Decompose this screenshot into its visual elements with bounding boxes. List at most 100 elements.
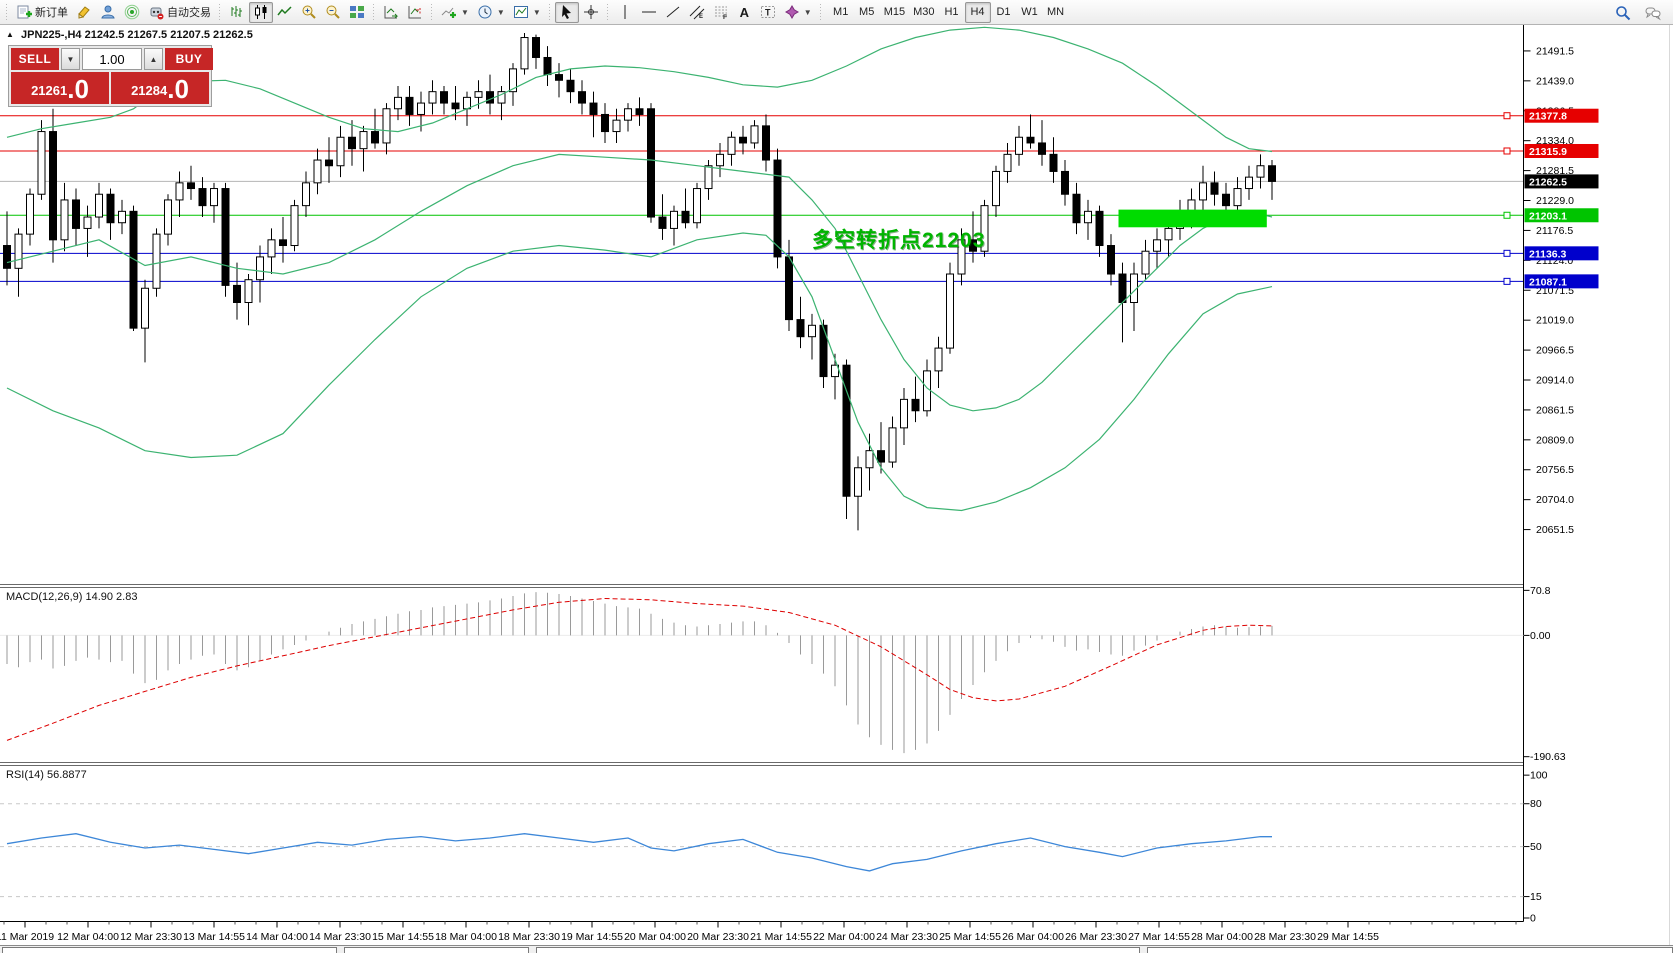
hline-handle[interactable] — [1503, 211, 1511, 219]
timeframe-m1-button[interactable]: M1 — [828, 2, 854, 23]
crosshair-button[interactable] — [579, 2, 603, 23]
zoom-in-button[interactable] — [297, 2, 321, 23]
profile-button[interactable] — [96, 2, 120, 23]
hline-handle[interactable] — [1503, 112, 1511, 120]
candle — [635, 97, 644, 126]
ohlc-values: 21242.5 21267.5 21207.5 21262.5 — [84, 29, 253, 41]
bar-chart-button[interactable] — [225, 2, 249, 23]
macd-tick-label: -190.63 — [1530, 751, 1566, 763]
indicators-button[interactable]: ▼ — [437, 2, 473, 23]
chart-collapse-icon[interactable]: ▲ — [6, 30, 14, 39]
metaeditor-button[interactable] — [72, 2, 96, 23]
cursor-button[interactable] — [554, 1, 579, 23]
rsi-tick-label: 80 — [1530, 798, 1542, 810]
timeframe-d1-button[interactable]: D1 — [991, 2, 1017, 23]
candle — [1084, 199, 1092, 240]
candle — [980, 199, 989, 257]
tile-windows-button[interactable] — [345, 2, 369, 23]
fibonacci-button[interactable]: F — [709, 2, 733, 23]
channel-button[interactable]: E — [685, 2, 709, 23]
buy-price-main: 21284 — [131, 83, 168, 98]
candle — [1072, 182, 1081, 235]
hline-handle[interactable] — [1503, 249, 1511, 257]
search-button[interactable] — [1611, 2, 1635, 23]
buy-price[interactable]: 21284.0 — [111, 72, 209, 104]
status-cell — [1147, 947, 1673, 953]
candle — [520, 32, 529, 75]
timeframe-m5-button[interactable]: M5 — [854, 2, 880, 23]
price-tick-label: 20651.5 — [1536, 524, 1574, 536]
volume-increase-button[interactable]: ▲ — [144, 48, 163, 70]
buy-button[interactable]: BUY — [165, 48, 213, 70]
price-tag — [1524, 208, 1599, 223]
price-tag-label: 21203.1 — [1529, 210, 1567, 222]
periods-button[interactable]: ▼ — [473, 2, 509, 23]
price-tick-label: 21439.0 — [1536, 75, 1574, 87]
trendline-button[interactable] — [661, 2, 685, 23]
text-label-button[interactable]: T — [756, 2, 780, 23]
toolbar-grip[interactable] — [218, 4, 222, 20]
toolbar-grip[interactable] — [605, 4, 610, 20]
time-tick-label: 25 Mar 14:55 — [939, 931, 1001, 943]
candle — [992, 165, 1000, 218]
text-button[interactable]: A — [733, 2, 756, 23]
zoom-out-button[interactable] — [321, 2, 345, 23]
volume-input[interactable] — [82, 48, 142, 70]
price-tick-label: 20914.0 — [1536, 375, 1574, 387]
new-order-button[interactable]: 新订单 — [12, 2, 72, 23]
bar-chart-icon — [231, 6, 242, 17]
signal-button[interactable] — [120, 2, 144, 23]
autotrading-button[interactable]: 自动交易 — [144, 2, 215, 23]
candle — [1026, 114, 1035, 149]
candle — [854, 456, 862, 531]
sell-button[interactable]: SELL — [11, 48, 59, 70]
toolbar-grip[interactable] — [5, 4, 9, 20]
candlestick-chart-button[interactable] — [249, 1, 273, 23]
chart-annotation-text[interactable]: 多空转折点21203 — [812, 229, 986, 252]
fibonacci-icon: F — [714, 6, 727, 20]
timeframe-h1-button[interactable]: H1 — [939, 2, 965, 23]
candle — [1153, 228, 1161, 269]
auto-scroll-button[interactable] — [379, 2, 403, 23]
bollinger-middle-band — [6, 153, 1273, 412]
price-tag — [1524, 143, 1599, 158]
sell-price[interactable]: 21261.0 — [11, 72, 109, 104]
timeframe-h4-button[interactable]: H4 — [964, 1, 991, 23]
hline-handle[interactable] — [1503, 277, 1511, 285]
chat-button[interactable] — [1641, 2, 1665, 23]
timeframe-m30-button[interactable]: M30 — [909, 2, 938, 23]
line-chart-button[interactable] — [273, 2, 297, 23]
time-tick-label: 11 Mar 2019 — [0, 931, 54, 943]
horizontal-line-button[interactable] — [637, 2, 661, 23]
volume-decrease-button[interactable]: ▼ — [61, 48, 80, 70]
toolbar-grip[interactable] — [547, 4, 552, 20]
candle — [681, 188, 690, 229]
candle — [164, 194, 172, 246]
candle — [394, 85, 402, 121]
timeframe-mn-button[interactable]: MN — [1043, 2, 1069, 23]
time-tick-label: 20 Mar 23:30 — [687, 931, 749, 943]
trendline-icon — [666, 6, 680, 18]
highlight-rectangle[interactable] — [1118, 209, 1267, 228]
clock-icon — [478, 5, 492, 19]
candle — [1003, 142, 1012, 183]
price-tag-label: 21087.1 — [1529, 276, 1567, 288]
macd-indicator-label: MACD(12,26,9) 14.90 2.83 — [6, 591, 138, 603]
arrows-button[interactable]: ▼ — [780, 2, 816, 23]
search-icon — [1616, 5, 1631, 20]
macd-tick-label: 0.00 — [1530, 630, 1551, 642]
svg-text:E: E — [699, 14, 703, 20]
timeframe-m15-button[interactable]: M15 — [880, 2, 909, 23]
chart-shift-button[interactable] — [403, 2, 427, 23]
toolbar-grip[interactable] — [818, 4, 823, 20]
vertical-line-button[interactable] — [613, 2, 637, 23]
toolbar-grip[interactable] — [430, 4, 434, 20]
hline-handle[interactable] — [1503, 147, 1511, 155]
timeframe-w1-button[interactable]: W1 — [1017, 2, 1043, 23]
toolbar-grip[interactable] — [372, 4, 376, 20]
window-right-edge — [1669, 25, 1670, 953]
candle — [175, 171, 184, 218]
bollinger-lower-band — [6, 232, 1273, 512]
templates-button[interactable]: ▼ — [509, 2, 545, 23]
